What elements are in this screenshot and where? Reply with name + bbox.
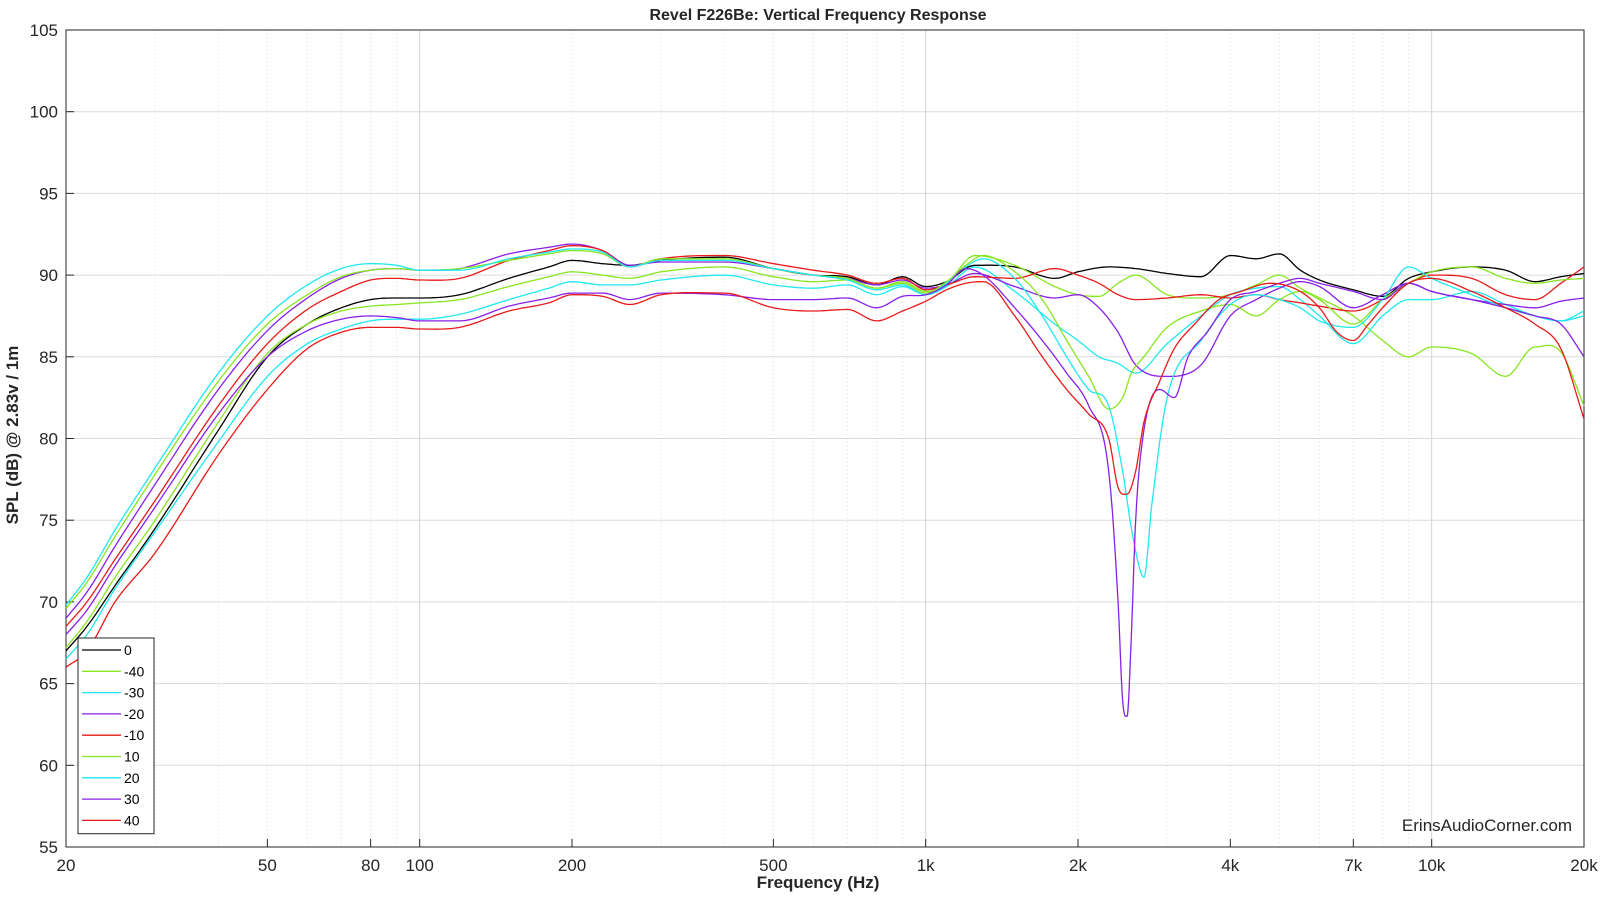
series-line-20	[65, 248, 1585, 606]
y-tick-label: 65	[39, 675, 58, 694]
y-tick-label: 105	[30, 21, 58, 40]
series-line-10	[65, 249, 1585, 609]
series-line-40	[65, 277, 1585, 668]
series-line--40	[65, 254, 1585, 649]
credit-text: ErinsAudioCorner.com	[1402, 816, 1572, 835]
y-tick-label: 80	[39, 430, 58, 449]
y-tick-label: 95	[39, 184, 58, 203]
chart-title: Revel F226Be: Vertical Frequency Respons…	[649, 7, 986, 24]
y-tick-label: 55	[39, 838, 58, 857]
y-tick-label: 85	[39, 348, 58, 367]
series-lines	[65, 243, 1585, 718]
x-axis-label: Frequency (Hz)	[757, 873, 880, 892]
x-tick-label: 7k	[1344, 856, 1362, 875]
x-tick-label: 50	[258, 856, 277, 875]
legend-label: 10	[124, 749, 140, 765]
x-tick-label: 20k	[1570, 856, 1598, 875]
x-tick-label: 500	[759, 856, 787, 875]
legend-label: 40	[124, 812, 140, 828]
y-tick-label: 75	[39, 511, 58, 530]
x-tick-label: 20	[57, 856, 76, 875]
legend-label: 20	[124, 770, 140, 786]
series-line--10	[65, 245, 1585, 627]
series-line-30	[65, 267, 1585, 718]
x-tick-label: 10k	[1418, 856, 1446, 875]
x-tick-label: 2k	[1069, 856, 1087, 875]
legend-label: -30	[124, 685, 144, 701]
x-tick-label: 1k	[917, 856, 935, 875]
series-line-0	[65, 253, 1585, 652]
y-tick-label: 70	[39, 593, 58, 612]
legend-label: -20	[124, 706, 144, 722]
y-axis-label: SPL (dB) @ 2.83v / 1m	[3, 346, 22, 525]
legend-label: -10	[124, 727, 144, 743]
y-axis-ticks: 55 60 65 70 75 80 85 90 95 100 105	[30, 21, 74, 857]
y-tick-label: 90	[39, 266, 58, 285]
legend: 0 -40 -30 -20 -10 10 20 30 40	[77, 637, 155, 835]
x-tick-label: 100	[405, 856, 433, 875]
x-tick-label: 80	[361, 856, 380, 875]
y-tick-label: 60	[39, 756, 58, 775]
x-tick-label: 200	[558, 856, 586, 875]
y-tick-label: 100	[30, 103, 58, 122]
legend-label: -40	[124, 663, 144, 679]
legend-label: 30	[124, 791, 140, 807]
x-axis-ticks: 20 50 80 100 200 500 1k 2k 4k 7k 10k 20k	[57, 839, 1598, 875]
legend-label: 0	[124, 642, 132, 658]
x-tick-label: 4k	[1221, 856, 1239, 875]
